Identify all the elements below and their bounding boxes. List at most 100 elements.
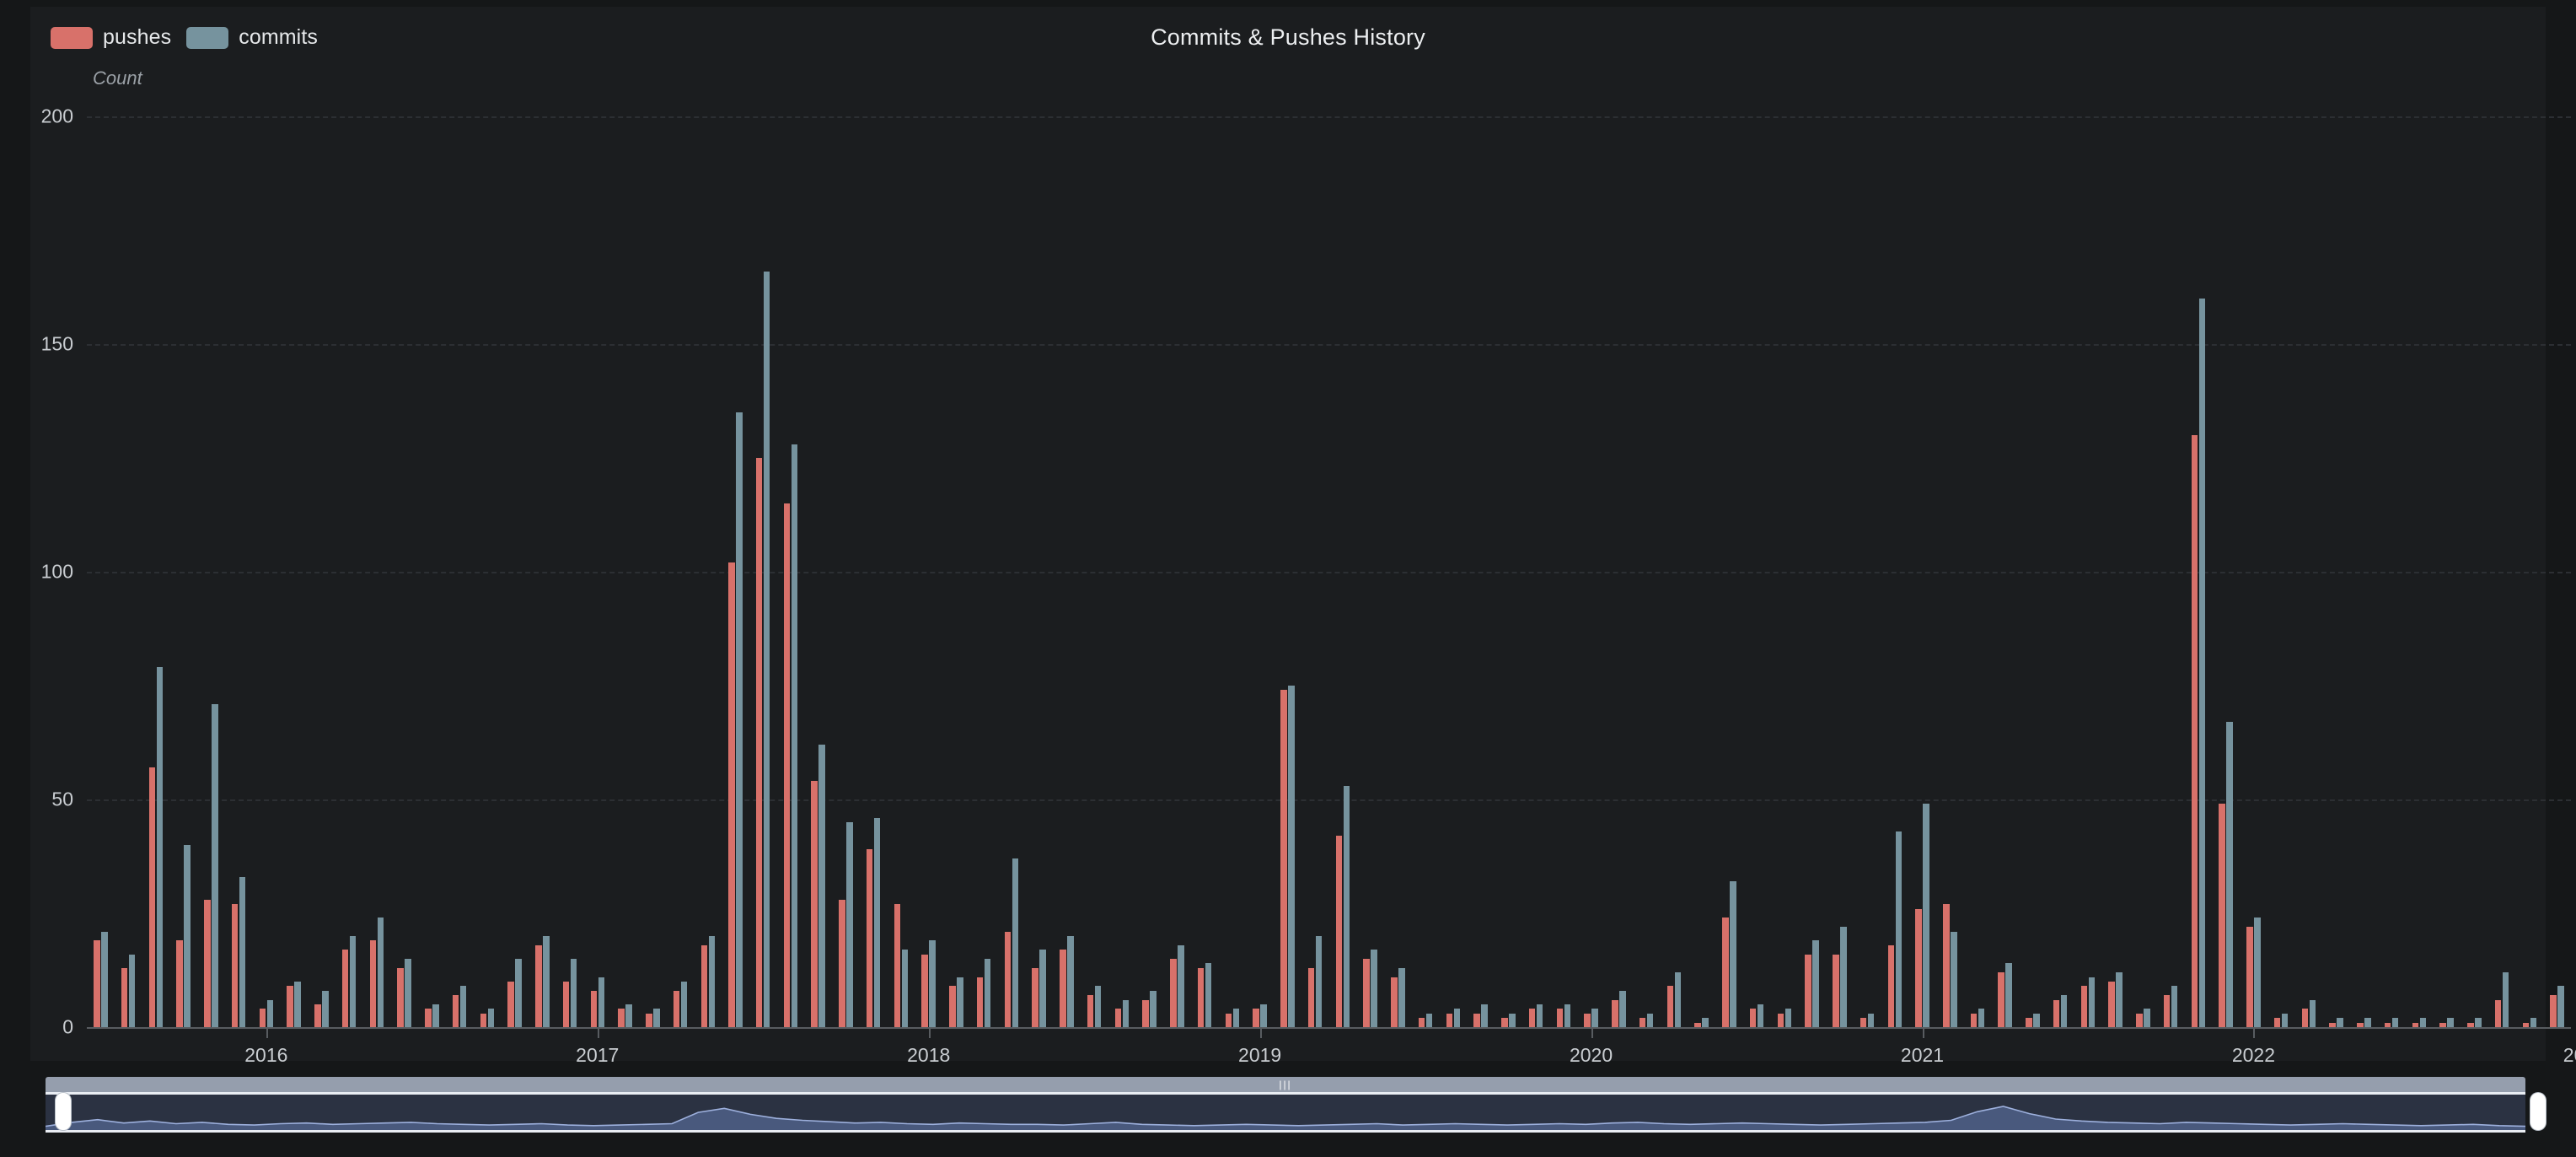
legend-item-pushes[interactable]: pushes	[51, 25, 171, 50]
bar-commits[interactable]	[1398, 967, 1405, 1027]
bar-pushes[interactable]	[1197, 967, 1205, 1027]
bar-pushes[interactable]	[1639, 1018, 1646, 1027]
datazoom-handle-right[interactable]	[2530, 1093, 2546, 1130]
bar-commits[interactable]	[405, 959, 411, 1027]
bar-commits[interactable]	[1260, 1004, 1267, 1027]
bar-pushes[interactable]	[535, 944, 542, 1027]
bar-commits[interactable]	[2033, 1013, 2040, 1027]
bar-commits[interactable]	[1315, 936, 1323, 1027]
bar-pushes[interactable]	[1225, 1013, 1232, 1027]
bar-commits[interactable]	[2088, 977, 2096, 1027]
bar-pushes[interactable]	[341, 950, 349, 1027]
bar-commits[interactable]	[543, 936, 550, 1027]
bar-pushes[interactable]	[1612, 999, 1618, 1027]
bar-pushes[interactable]	[2357, 1022, 2364, 1027]
bar-commits[interactable]	[2281, 1013, 2289, 1027]
bar-commits[interactable]	[1923, 804, 1929, 1027]
legend-item-commits[interactable]: commits	[186, 25, 318, 50]
bar-pushes[interactable]	[2467, 1022, 2474, 1027]
bar-pushes[interactable]	[480, 1013, 487, 1027]
bar-pushes[interactable]	[287, 986, 293, 1027]
bar-commits[interactable]	[459, 986, 467, 1027]
bar-commits[interactable]	[128, 954, 136, 1027]
bar-commits[interactable]	[598, 977, 605, 1027]
bar-pushes[interactable]	[259, 1009, 266, 1027]
bar-pushes[interactable]	[397, 967, 404, 1027]
bar-commits[interactable]	[1564, 1004, 1571, 1027]
bar-pushes[interactable]	[1446, 1013, 1453, 1027]
bar-pushes[interactable]	[231, 904, 239, 1027]
bar-commits[interactable]	[487, 1009, 495, 1027]
bar-commits[interactable]	[212, 703, 218, 1027]
bar-commits[interactable]	[1619, 990, 1626, 1027]
bar-pushes[interactable]	[94, 940, 100, 1027]
bar-commits[interactable]	[184, 845, 191, 1027]
bar-pushes[interactable]	[839, 899, 845, 1027]
bar-pushes[interactable]	[1004, 931, 1012, 1027]
bar-commits[interactable]	[377, 918, 384, 1027]
bar-commits[interactable]	[901, 950, 909, 1027]
bar-commits[interactable]	[1067, 936, 1074, 1027]
bar-pushes[interactable]	[949, 986, 956, 1027]
bar-commits[interactable]	[2337, 1018, 2343, 1027]
bar-pushes[interactable]	[1860, 1018, 1867, 1027]
bar-commits[interactable]	[101, 931, 108, 1027]
bar-pushes[interactable]	[314, 1004, 321, 1027]
bar-pushes[interactable]	[1528, 1009, 1536, 1027]
bar-pushes[interactable]	[2439, 1022, 2446, 1027]
bar-commits[interactable]	[1674, 972, 1682, 1027]
bar-pushes[interactable]	[646, 1013, 652, 1027]
bar-commits[interactable]	[2254, 918, 2261, 1027]
bar-pushes[interactable]	[452, 995, 459, 1027]
bar-pushes[interactable]	[1032, 967, 1038, 1027]
bar-commits[interactable]	[708, 936, 715, 1027]
bar-commits[interactable]	[156, 667, 164, 1027]
bar-commits[interactable]	[1978, 1009, 1985, 1027]
bar-pushes[interactable]	[2301, 1009, 2309, 1027]
bar-commits[interactable]	[1812, 940, 1819, 1027]
bar-commits[interactable]	[1840, 927, 1847, 1027]
bar-pushes[interactable]	[1943, 904, 1950, 1027]
bar-pushes[interactable]	[1777, 1013, 1784, 1027]
bar-pushes[interactable]	[2026, 1018, 2032, 1027]
bar-pushes[interactable]	[1473, 1013, 1480, 1027]
bar-pushes[interactable]	[204, 899, 211, 1027]
bar-commits[interactable]	[1288, 686, 1295, 1027]
bar-pushes[interactable]	[1280, 690, 1287, 1027]
bar-pushes[interactable]	[1060, 950, 1066, 1027]
bar-commits[interactable]	[1012, 858, 1019, 1027]
bar-pushes[interactable]	[1335, 836, 1343, 1027]
bar-commits[interactable]	[1371, 950, 1377, 1027]
bar-pushes[interactable]	[1391, 977, 1398, 1027]
bar-pushes[interactable]	[1253, 1009, 1259, 1027]
bar-pushes[interactable]	[2053, 999, 2060, 1027]
bar-commits[interactable]	[2116, 972, 2123, 1027]
bar-pushes[interactable]	[2219, 804, 2225, 1027]
bar-pushes[interactable]	[121, 967, 128, 1027]
bar-commits[interactable]	[515, 959, 522, 1027]
bar-pushes[interactable]	[2522, 1022, 2530, 1027]
bar-commits[interactable]	[432, 1004, 439, 1027]
bar-commits[interactable]	[2364, 1018, 2371, 1027]
bar-pushes[interactable]	[2108, 982, 2115, 1027]
bar-commits[interactable]	[873, 817, 881, 1027]
bar-pushes[interactable]	[1142, 999, 1149, 1027]
bar-commits[interactable]	[1039, 950, 1046, 1027]
bar-pushes[interactable]	[1833, 954, 1839, 1027]
bar-commits[interactable]	[1784, 1009, 1792, 1027]
bar-pushes[interactable]	[1556, 1009, 1564, 1027]
bar-pushes[interactable]	[2273, 1018, 2281, 1027]
bar-commits[interactable]	[239, 876, 246, 1027]
datazoom-track[interactable]: |||	[46, 1077, 2546, 1133]
bar-commits[interactable]	[570, 959, 577, 1027]
bar-pushes[interactable]	[1087, 995, 1094, 1027]
bar-commits[interactable]	[2171, 986, 2178, 1027]
bar-commits[interactable]	[653, 1009, 660, 1027]
bar-pushes[interactable]	[176, 940, 183, 1027]
bar-pushes[interactable]	[2384, 1022, 2391, 1027]
bar-commits[interactable]	[1730, 881, 1736, 1027]
bar-pushes[interactable]	[2329, 1022, 2336, 1027]
bar-commits[interactable]	[1646, 1013, 1654, 1027]
bar-commits[interactable]	[1453, 1009, 1461, 1027]
bar-pushes[interactable]	[1722, 918, 1729, 1027]
